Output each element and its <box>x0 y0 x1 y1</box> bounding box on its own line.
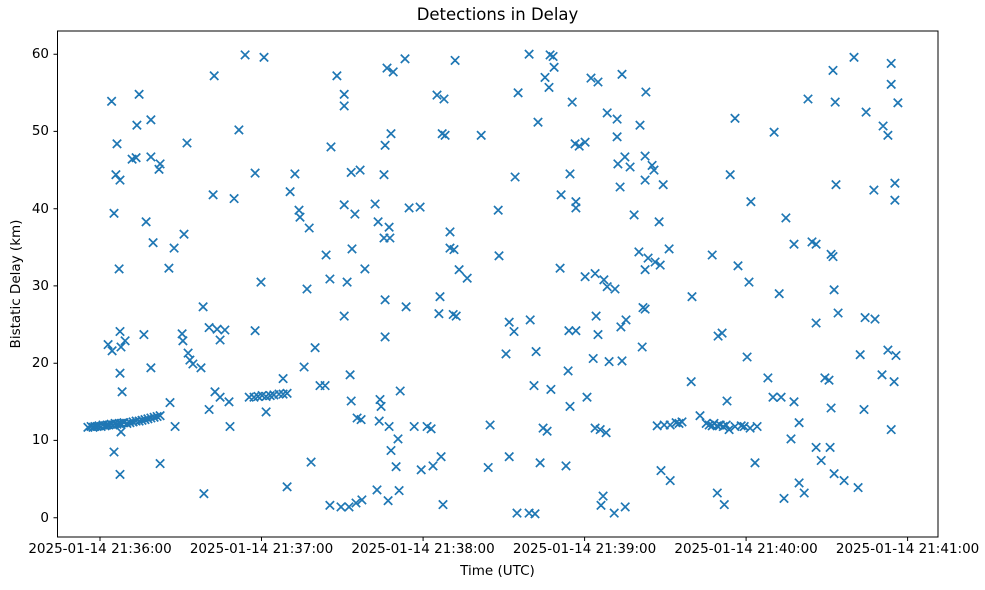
axis-tick-marks <box>53 53 909 541</box>
y-tick-label: 20 <box>31 355 49 372</box>
y-tick-label: 30 <box>31 277 49 294</box>
plot-frame <box>57 30 939 538</box>
x-axis-label: Time (UTC) <box>460 563 535 579</box>
scatter-markers <box>83 49 903 519</box>
x-tick-label: 2025-01-14 21:39:00 <box>512 541 657 557</box>
y-tick-label: 60 <box>31 46 49 63</box>
chart-title: Detections in Delay <box>416 5 579 24</box>
x-tick-label: 2025-01-14 21:40:00 <box>674 541 818 557</box>
y-tick-label: 40 <box>31 200 49 217</box>
y-axis-label: Bistatic Delay (km) <box>8 219 24 349</box>
x-tick-label: 2025-01-14 21:41:00 <box>835 541 980 557</box>
y-tick-label: 50 <box>31 123 49 140</box>
x-tick-label: 2025-01-14 21:36:00 <box>28 541 172 557</box>
y-tick-label: 0 <box>40 509 49 526</box>
x-tick-label: 2025-01-14 21:38:00 <box>351 541 495 557</box>
y-tick-label: 10 <box>31 432 49 449</box>
x-tick-label: 2025-01-14 21:37:00 <box>189 541 334 557</box>
